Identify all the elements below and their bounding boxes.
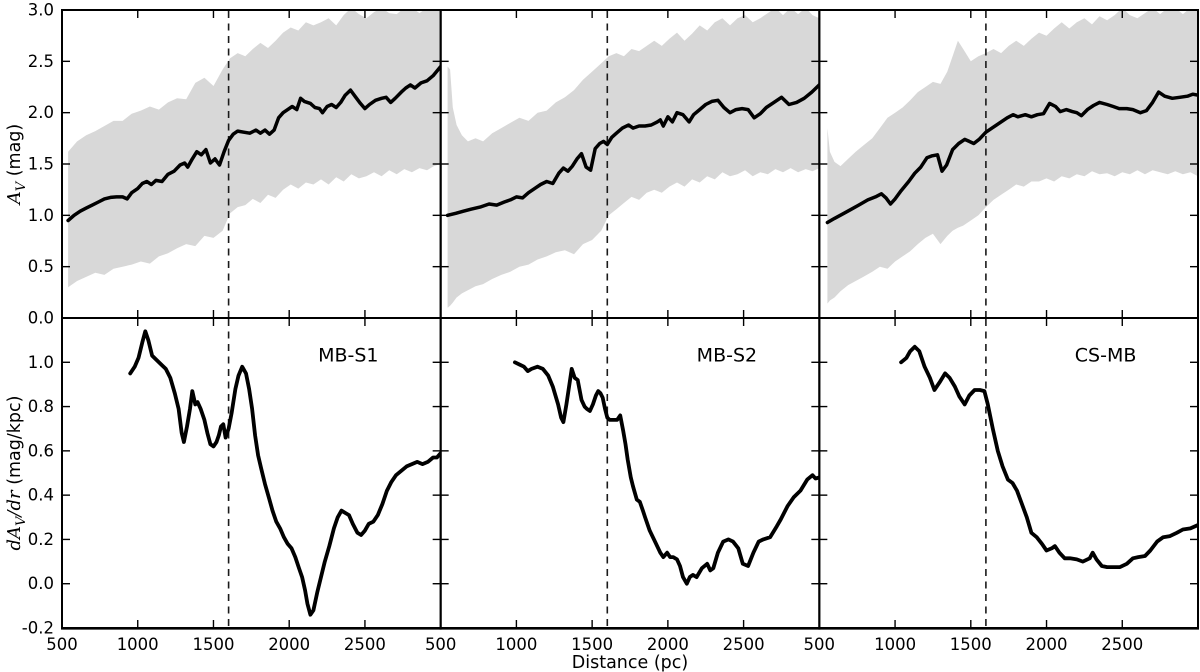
av-mean-line-CS-MB (825, 90, 1198, 225)
y-tick-label-bottom: -0.2 (22, 619, 54, 638)
av-mean-line-MB-S2 (445, 83, 820, 218)
y-tick-label-top: 1.0 (28, 206, 54, 225)
x-tick-label: 1500 (193, 635, 235, 654)
y-tick-label-bottom: 1.0 (28, 353, 54, 372)
y-tick-label-bottom: 0.2 (28, 530, 54, 549)
x-tick-label: 2000 (268, 635, 310, 654)
bottom-panel-border-CS-MB (818, 317, 1199, 629)
x-tick-label: 2000 (1026, 635, 1068, 654)
y-tick-label-top: 2.5 (28, 52, 54, 71)
y-tick-label-bottom: 0.6 (28, 441, 54, 460)
y-tick-label-top: 1.5 (28, 155, 54, 174)
x-axis-title: Distance (pc) (572, 653, 688, 672)
av-uncertainty-band-MB-S2 (447, 10, 820, 308)
x-tick-label: 500 (804, 635, 836, 654)
x-tick-label: 500 (46, 635, 78, 654)
x-tick-label: 2000 (647, 635, 689, 654)
y-tick-label-top: 3.0 (28, 1, 54, 20)
x-tick-label: 500 (425, 635, 457, 654)
x-tick-label: 2500 (1101, 635, 1143, 654)
y-tick-label-top: 0.5 (28, 257, 54, 276)
y-tick-label-bottom: 0.8 (28, 397, 54, 416)
x-tick-label: 1000 (874, 635, 916, 654)
x-tick-label: 1000 (495, 635, 537, 654)
x-tick-label: 1500 (950, 635, 992, 654)
panel-label-MB-S1: MB-S1 (318, 345, 378, 367)
y-tick-label-bottom: 0.4 (28, 486, 54, 505)
av-uncertainty-band-MB-S1 (68, 10, 441, 288)
y-tick-label-top: 2.0 (28, 103, 54, 122)
y-tick-label-top: 0.0 (28, 309, 54, 328)
y-axis-title-derivative: dAV/dr (mag/kpc) (4, 396, 29, 551)
panel-label-CS-MB: CS-MB (1075, 345, 1137, 367)
av-mean-line-MB-S1 (66, 64, 441, 223)
x-tick-label: 1500 (571, 635, 613, 654)
x-tick-label: 2500 (344, 635, 386, 654)
panel-label-MB-S2: MB-S2 (697, 345, 757, 367)
y-tick-label-bottom: 0.0 (28, 574, 54, 593)
x-tick-label: 1000 (117, 635, 159, 654)
derivative-line-MB-S1 (128, 329, 441, 617)
y-axis-title-av: AV (mag) (4, 124, 29, 207)
derivative-line-CS-MB (899, 344, 1198, 569)
x-tick-label: 2500 (723, 635, 765, 654)
av-uncertainty-band-CS-MB (827, 10, 1198, 304)
derivative-line-MB-S2 (513, 360, 820, 586)
bottom-panel-border-MB-S1 (61, 317, 442, 629)
